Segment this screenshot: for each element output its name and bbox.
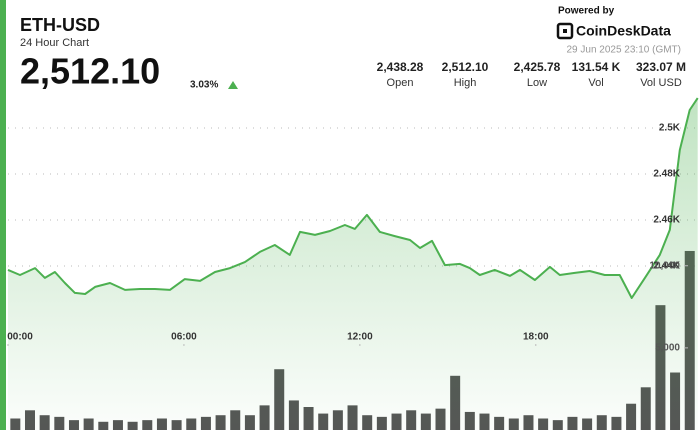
stat-value: 2,425.78 xyxy=(514,60,561,74)
price-line xyxy=(7,97,699,299)
y-tick-label: 2.5K xyxy=(659,123,681,134)
stat-label: Open xyxy=(387,77,414,89)
up-arrow xyxy=(228,81,238,89)
stat-value: 131.54 K xyxy=(572,60,621,74)
stat-label: Vol xyxy=(588,77,603,89)
powered-by: Powered by xyxy=(558,6,615,17)
accent-strip xyxy=(0,0,6,430)
brand: CoinDeskData xyxy=(576,23,671,39)
x-tick-label: 18:00 xyxy=(523,332,549,343)
x-tick-label: 00:00 xyxy=(7,332,33,343)
y2-tick-label: 5,000 xyxy=(655,343,680,354)
y-tick-label: 2.46K xyxy=(653,215,680,226)
y2-tick-label: 10,000 xyxy=(649,260,680,271)
y-tick-label: 2.48K xyxy=(653,169,680,180)
stats: 2,438.28 Open 2,512.10 High 2,425.78 Low 131.5… xyxy=(377,60,686,89)
plot: 2.44K 2.46K 2.48K 2.5K 5,000 10,000 00:00 06:00… xyxy=(7,97,700,430)
subtitle: 24 Hour Chart xyxy=(20,37,89,49)
brand-logo xyxy=(556,22,574,40)
symbol: ETH-USD xyxy=(20,15,100,35)
stat-value: 2,512.10 xyxy=(442,60,489,74)
price-area xyxy=(8,98,698,430)
y-tick-label: 2.44K xyxy=(653,261,680,272)
stat-value: 323.07 M xyxy=(636,60,686,74)
price: 2,512.10 xyxy=(20,51,160,92)
stat-label: Low xyxy=(527,77,547,89)
stat-label: High xyxy=(454,77,477,89)
change: 3.03% xyxy=(190,80,218,91)
timestamp: 29 Jun 2025 23:10 (GMT) xyxy=(566,45,681,56)
x-tick-label: 12:00 xyxy=(347,332,373,343)
stat-value: 2,438.28 xyxy=(377,60,424,74)
stat-label: Vol USD xyxy=(640,77,682,89)
x-tick-label: 06:00 xyxy=(171,332,197,343)
